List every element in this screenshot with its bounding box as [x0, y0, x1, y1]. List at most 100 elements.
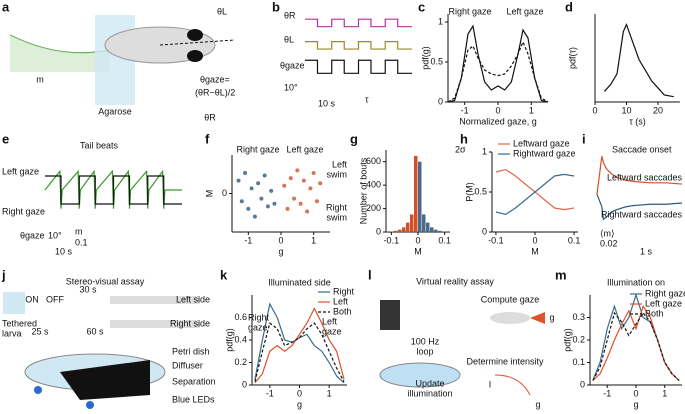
x-tick-label: 0: [415, 235, 420, 245]
histogram-bar: [414, 155, 418, 232]
annotation: θgaze: [20, 230, 45, 240]
scatter-point: [318, 181, 323, 186]
scatter-point: [256, 181, 261, 186]
diagram-label: θgaze=: [200, 74, 230, 84]
x-axis-label: g: [278, 246, 283, 256]
annotation: θL: [284, 34, 294, 44]
panel-letter: e: [2, 131, 9, 146]
scatter-point: [265, 204, 270, 209]
scatter-point: [305, 209, 310, 214]
histogram-bar: [406, 222, 410, 232]
scatter-point: [246, 206, 251, 211]
annotation: 1 s: [640, 246, 653, 256]
diagram-label: loop: [416, 346, 433, 356]
diagram-label: m: [36, 74, 44, 84]
annotation: Tail beats: [80, 140, 119, 150]
series-line: [305, 41, 412, 50]
annotation: 0.02: [600, 238, 618, 248]
annotation: Left gaze: [506, 6, 543, 16]
diagram-label: Determine intensity: [466, 356, 544, 366]
panel-letter: g: [350, 131, 358, 146]
series-line: [254, 322, 345, 382]
scatter-point: [243, 170, 248, 175]
annotation: gaze: [248, 322, 268, 332]
diagram-label: Left side: [176, 294, 210, 304]
y-axis-label: P(M): [464, 182, 474, 202]
annotation: ⟨m⟩: [600, 228, 615, 238]
y-tick-label: 0.1: [572, 357, 585, 367]
x-tick-label: 0: [278, 235, 283, 245]
annotation: Leftward saccades: [607, 172, 683, 182]
scatter-point: [239, 199, 244, 204]
annotation: 10 s: [318, 98, 336, 108]
scatter-point: [252, 214, 257, 219]
annotation: Right gaze: [236, 144, 279, 154]
x-tick-label: 1: [311, 235, 316, 245]
x-tick-label: -1: [603, 388, 611, 398]
x-axis-label: M: [414, 246, 422, 256]
y-tick-label: 0: [482, 226, 487, 236]
diagram-label: Petri dish: [172, 346, 210, 356]
annotation: Left gaze: [286, 144, 323, 154]
panel-letter: c: [418, 0, 425, 14]
series-line: [447, 24, 549, 103]
scatter-point: [285, 206, 290, 211]
chart-title: Illuminated side: [268, 277, 331, 287]
annotation: 10°: [284, 82, 298, 92]
diagram-label: illumination: [407, 388, 452, 398]
diagram-label: Right side: [170, 318, 210, 328]
legend-label: Right: [333, 286, 355, 296]
scatter-point: [249, 186, 254, 191]
panel-letter: f: [205, 131, 210, 146]
y-tick-label: 0: [242, 379, 247, 389]
annotation: 10 s: [55, 246, 73, 256]
panel-l-drawing: [379, 300, 545, 396]
diagram-label: 25 s: [31, 326, 49, 336]
series-line: [596, 193, 683, 221]
y-tick-label: 0.5: [474, 186, 487, 196]
diagram-label: 60 s: [86, 326, 104, 336]
x-tick-label: -1: [266, 388, 274, 398]
x-axis-label: g: [297, 399, 302, 409]
scatter-point: [298, 201, 303, 206]
y-tick-label: 1: [438, 16, 443, 26]
x-tick-label: -0.1: [384, 235, 400, 245]
annotation: θgaze: [280, 60, 305, 70]
annotation: θR: [284, 10, 296, 20]
histogram-bar: [410, 214, 414, 232]
legend-label: Right gaze: [645, 288, 685, 298]
legend-label: Left: [333, 296, 349, 306]
diagram-label: g: [549, 312, 554, 322]
diagram-label: θR: [204, 112, 216, 122]
series-line: [603, 22, 674, 98]
scatter-point: [292, 196, 297, 201]
scatter-point: [259, 196, 264, 201]
scatter-point: [282, 183, 287, 188]
y-tick-label: 600: [366, 156, 381, 166]
series-line: [45, 175, 182, 205]
panel-letter: j: [1, 267, 6, 282]
diagram-label: Update: [415, 378, 444, 388]
diagram-label: Agarose: [98, 106, 132, 116]
series-line: [254, 307, 345, 384]
x-tick-label: 0: [592, 105, 597, 115]
annotation: Right gaze: [2, 206, 45, 216]
x-tick-label: -1: [244, 235, 252, 245]
x-tick-label: 0.1: [438, 235, 451, 245]
series-line: [44, 169, 182, 209]
legend-label: Both: [333, 306, 352, 316]
legend-label: Left gaze: [645, 298, 682, 308]
scatter-point: [236, 178, 241, 183]
y-tick-label: 0.5: [430, 56, 443, 66]
diagram-label: 30 s: [79, 284, 97, 294]
annotation: Left: [322, 316, 338, 326]
scatter-point: [269, 188, 274, 193]
series-line: [495, 173, 575, 216]
panel-letter: d: [565, 0, 573, 14]
y-tick-label: 400: [366, 180, 381, 190]
series-line: [447, 40, 549, 103]
annotation: m: [75, 226, 83, 236]
x-axis-label: M: [531, 246, 539, 256]
series-line: [592, 304, 680, 381]
histogram-bar: [430, 227, 434, 232]
